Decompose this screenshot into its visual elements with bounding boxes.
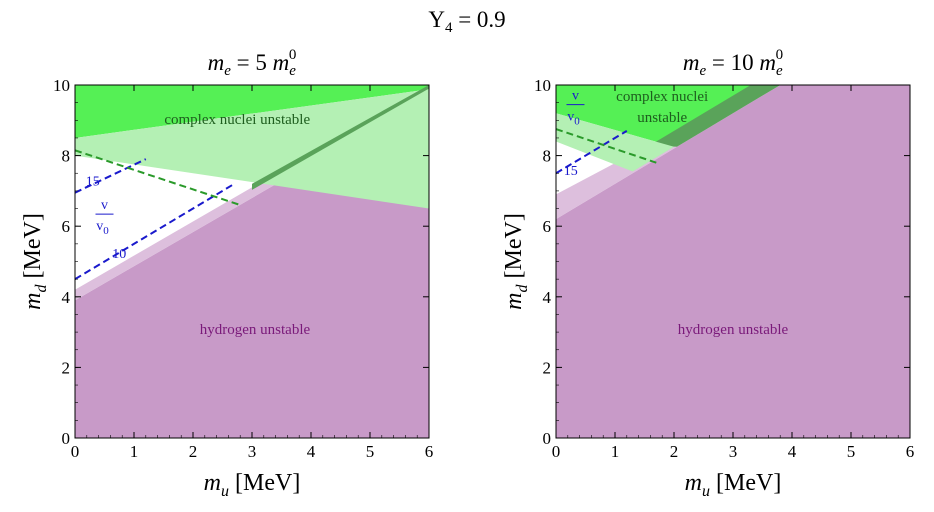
y-tick-label: 10	[53, 76, 70, 95]
x-tick-label: 5	[366, 442, 375, 461]
green-contour-line	[75, 149, 241, 206]
y-tick-label: 10	[534, 76, 551, 95]
x-tick-label: 1	[130, 442, 139, 461]
contour-label-15: 15	[86, 175, 100, 190]
contour-label-15: 15	[564, 164, 578, 179]
y-tick-label: 6	[62, 217, 71, 236]
nuclei-unstable-region-solid	[75, 85, 429, 138]
y-tick-label: 8	[62, 147, 71, 166]
nuclei-unstable-label-line2: unstable	[637, 110, 687, 126]
y-tick-label: 0	[62, 429, 71, 448]
nuclei-unstable-region-overlap	[252, 85, 429, 190]
contour-label-10: 10	[112, 247, 126, 262]
x-tick-label: 0	[552, 442, 561, 461]
v-contour-line-15	[556, 130, 628, 175]
figure-title: Y4 = 0.9	[428, 7, 505, 36]
y-tick-label: 2	[543, 358, 552, 377]
nuclei-unstable-label: complex nuclei	[616, 89, 708, 105]
nuclei-unstable-region-solid	[556, 85, 781, 147]
nuclei-unstable-region-light	[556, 113, 674, 172]
x-tick-label: 3	[729, 442, 738, 461]
v-contour-line-15	[75, 158, 147, 194]
nuclei-unstable-region-light	[75, 89, 429, 209]
x-tick-label: 6	[906, 442, 915, 461]
x-tick-label: 4	[307, 442, 316, 461]
y-tick-label: 8	[543, 147, 552, 166]
y-tick-label: 0	[543, 429, 552, 448]
plot-area	[75, 85, 429, 438]
y-axis-label: md [MeV]	[501, 213, 531, 310]
x-axis-label: mu [MeV]	[204, 470, 301, 500]
panel-title: me = 10 me0	[683, 47, 783, 79]
x-tick-label: 2	[189, 442, 198, 461]
y-tick-label: 2	[62, 358, 71, 377]
x-tick-label: 0	[71, 442, 80, 461]
ratio-label-denominator: v0	[96, 219, 109, 237]
y-tick-label: 6	[543, 217, 552, 236]
nuclei-unstable-region-overlap	[650, 85, 781, 147]
panel-title: me = 5 me0	[208, 47, 297, 79]
x-tick-label: 3	[248, 442, 257, 461]
x-tick-label: 4	[788, 442, 797, 461]
x-tick-label: 1	[611, 442, 620, 461]
y-axis-label: md [MeV]	[20, 213, 50, 310]
ratio-label-denominator: v0	[567, 110, 580, 128]
hydrogen-unstable-region-light	[556, 85, 781, 220]
x-axis-label: mu [MeV]	[685, 470, 782, 500]
panel-me-5: 0 1 2 3 4 5 6 0 2 4 6 8 10 me = 5 me0 mu [MeV] md [MeV]…	[20, 47, 433, 500]
x-tick-label: 6	[425, 442, 434, 461]
ratio-label-numerator: v	[572, 89, 579, 104]
x-tick-label: 2	[670, 442, 679, 461]
plot-area	[556, 85, 910, 438]
hydrogen-unstable-label: hydrogen unstable	[200, 322, 311, 338]
panel-me-10: 0 1 2 3 4 5 6 0 2 4 6 8 10 me = 10 me0 mu [MeV] md [MeV…	[501, 47, 914, 500]
nuclei-unstable-label: complex nuclei unstable	[164, 112, 310, 128]
green-contour-line	[556, 128, 657, 164]
hydrogen-unstable-label: hydrogen unstable	[678, 322, 789, 338]
y-tick-label: 4	[62, 288, 71, 307]
hydrogen-unstable-region-solid	[556, 85, 910, 438]
ratio-label-numerator: v	[101, 198, 108, 213]
v-contour-line-10	[75, 182, 235, 281]
y-tick-label: 4	[543, 288, 552, 307]
x-tick-label: 5	[847, 442, 856, 461]
